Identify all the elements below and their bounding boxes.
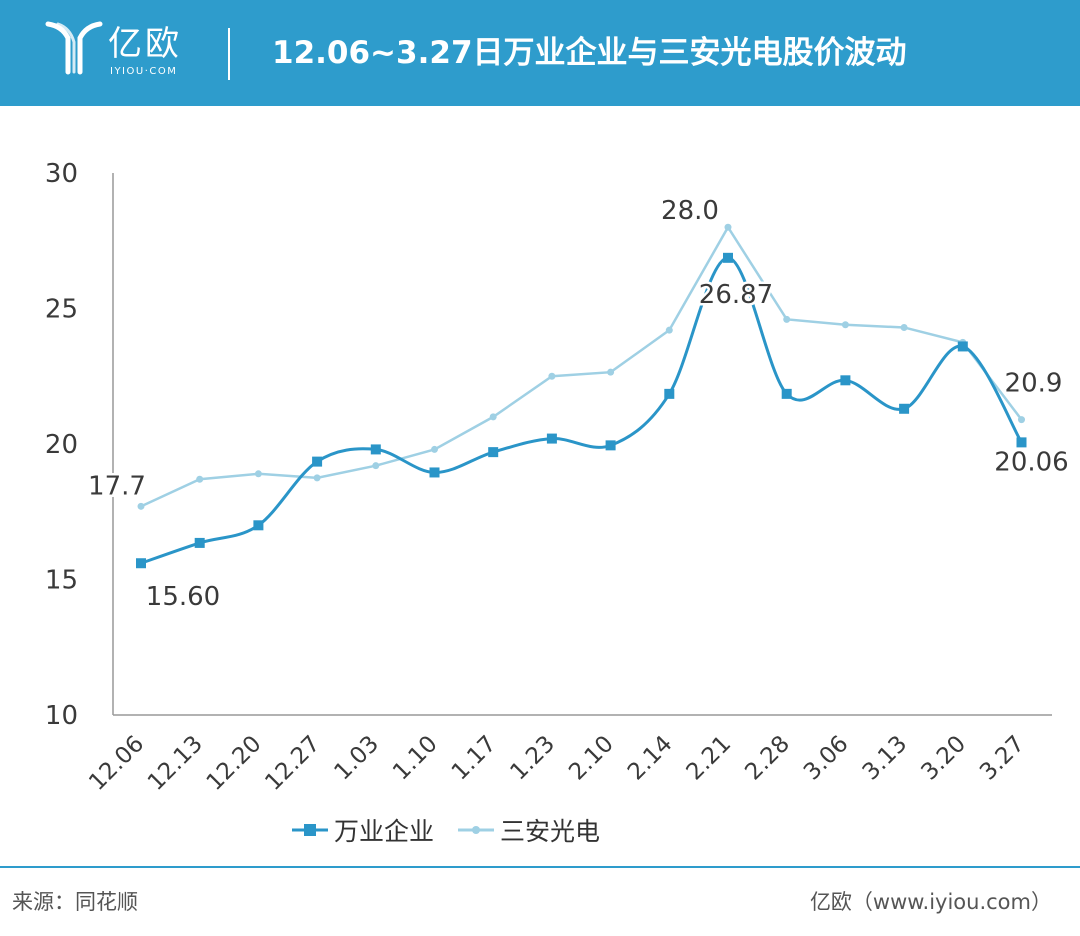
series-1-point — [136, 558, 146, 569]
series-1-point — [546, 433, 557, 444]
series-2-point — [607, 368, 615, 376]
x-tick-label: 12.20 — [202, 731, 267, 796]
series-2-point — [137, 502, 145, 510]
header-banner: 亿欧 IYIOU·COM 12.06~3.27日万业企业与三安光电股价波动 — [0, 0, 1080, 106]
series-line-1 — [140, 256, 1023, 565]
footer-divider — [0, 866, 1080, 868]
legend-swatch-square-icon — [292, 824, 328, 836]
series-line-2 — [140, 224, 1023, 508]
data-label: 20.9 — [1005, 369, 1063, 399]
legend-item-series-1: 万业企业 — [290, 812, 434, 848]
y-tick-label: 30 — [45, 159, 78, 189]
series-2-point — [900, 323, 908, 331]
data-label: 26.87 — [699, 280, 773, 310]
point-labels: 15.60 26.87 20.06 17.7 28.0 20.9 — [86, 194, 1072, 615]
series-2-point — [431, 445, 438, 453]
series-2-point — [841, 321, 849, 329]
series-2-point — [372, 462, 380, 470]
series-1-point — [370, 444, 381, 455]
series-1-point — [957, 341, 968, 352]
legend-label-series-1: 万业企业 — [334, 817, 435, 846]
x-tick-label: 2.28 — [740, 731, 795, 786]
x-tick-label: 12.27 — [260, 731, 325, 796]
y-tick-label: 25 — [45, 295, 78, 325]
x-tick-label: 2.14 — [623, 731, 678, 786]
series-1-point — [253, 520, 264, 531]
x-tick-label: 1.17 — [447, 731, 502, 786]
chart-title: 12.06~3.27日万业企业与三安光电股价波动 — [272, 35, 907, 71]
x-tick-label: 3.20 — [916, 731, 971, 786]
legend-item-series-2: 三安光电 — [456, 812, 600, 848]
series-markers — [136, 223, 1027, 569]
series-1-point — [1016, 437, 1027, 448]
x-tick-label: 3.27 — [975, 731, 1030, 786]
x-tick-label: 1.10 — [388, 731, 443, 786]
y-tick-label: 10 — [45, 701, 78, 731]
series-1-point — [194, 537, 205, 548]
x-tick-label: 12.13 — [143, 731, 208, 796]
data-label: 15.60 — [146, 582, 220, 612]
logo-subtext: IYIOU·COM — [110, 66, 178, 77]
series-1-point — [488, 447, 499, 458]
chart-axes — [112, 173, 1052, 716]
chart-legend: 万业企业 三安光电 — [290, 812, 622, 848]
logo-text: 亿欧 — [108, 24, 182, 64]
series-1-point — [840, 375, 851, 386]
footer-source: 来源：同花顺 — [12, 890, 138, 914]
iyiou-logo-icon — [45, 21, 103, 75]
y-tick-labels: 10 15 20 25 30 — [45, 159, 78, 731]
series-2-point — [548, 372, 556, 380]
y-tick-label: 15 — [45, 566, 78, 596]
x-tick-label: 12.06 — [84, 731, 149, 796]
legend-label-series-2: 三安光电 — [500, 817, 601, 846]
y-tick-label: 20 — [45, 430, 78, 460]
header-divider — [228, 28, 230, 80]
footer-credit: 亿欧（www.iyiou.com） — [809, 890, 1052, 914]
series-2-point — [724, 223, 732, 231]
series-2-point — [783, 315, 791, 323]
series-2-point — [313, 474, 321, 482]
x-tick-label: 1.23 — [506, 731, 561, 786]
series-2-point — [1018, 416, 1025, 424]
series-1-point — [605, 440, 616, 451]
x-tick-label: 3.13 — [858, 731, 913, 786]
series-2-point — [254, 470, 262, 478]
data-label: 28.0 — [661, 196, 719, 226]
data-label: 20.06 — [994, 447, 1068, 477]
series-1-point — [429, 467, 440, 478]
series-lines — [140, 224, 1023, 565]
x-tick-label: 2.21 — [682, 731, 737, 786]
data-label: 17.7 — [88, 471, 146, 501]
series-1-point — [723, 252, 733, 263]
legend-swatch-circle-icon — [458, 826, 495, 834]
series-1-point — [899, 403, 910, 414]
series-1-point — [781, 388, 792, 399]
x-tick-label: 2.10 — [564, 731, 619, 786]
series-2-point — [665, 326, 673, 334]
series-2-point — [489, 413, 497, 421]
series-2-point — [196, 475, 204, 483]
x-tick-label: 3.06 — [799, 731, 854, 786]
series-1-point — [664, 388, 675, 399]
x-tick-label: 1.03 — [329, 731, 384, 786]
series-1-point — [312, 456, 323, 467]
